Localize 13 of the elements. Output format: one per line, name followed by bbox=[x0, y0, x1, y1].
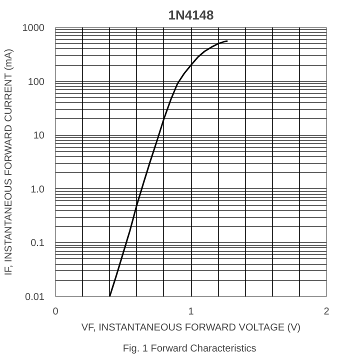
y-tick-label: 100 bbox=[28, 76, 45, 88]
y-tick-label: 1.0 bbox=[30, 184, 45, 196]
x-tick-label: 2 bbox=[324, 306, 330, 318]
y-tick-label: 1000 bbox=[22, 23, 45, 34]
x-tick-label: 1 bbox=[188, 306, 194, 318]
x-axis-title: VF, INSTANTANEOUS FORWARD VOLTAGE (V) bbox=[81, 322, 301, 334]
y-axis-title: IF, INSTANTANEOUS FORWARD CURRENT (mA) bbox=[3, 48, 14, 276]
y-tick-label: 10 bbox=[33, 130, 45, 142]
y-tick-label: 0.1 bbox=[30, 238, 45, 250]
y-tick-label: 0.01 bbox=[25, 292, 45, 303]
x-tick-label: 0 bbox=[52, 306, 59, 318]
caption: Fig. 1 Forward Characteristics bbox=[122, 344, 256, 354]
chart-title: 1N4148 bbox=[168, 8, 214, 22]
